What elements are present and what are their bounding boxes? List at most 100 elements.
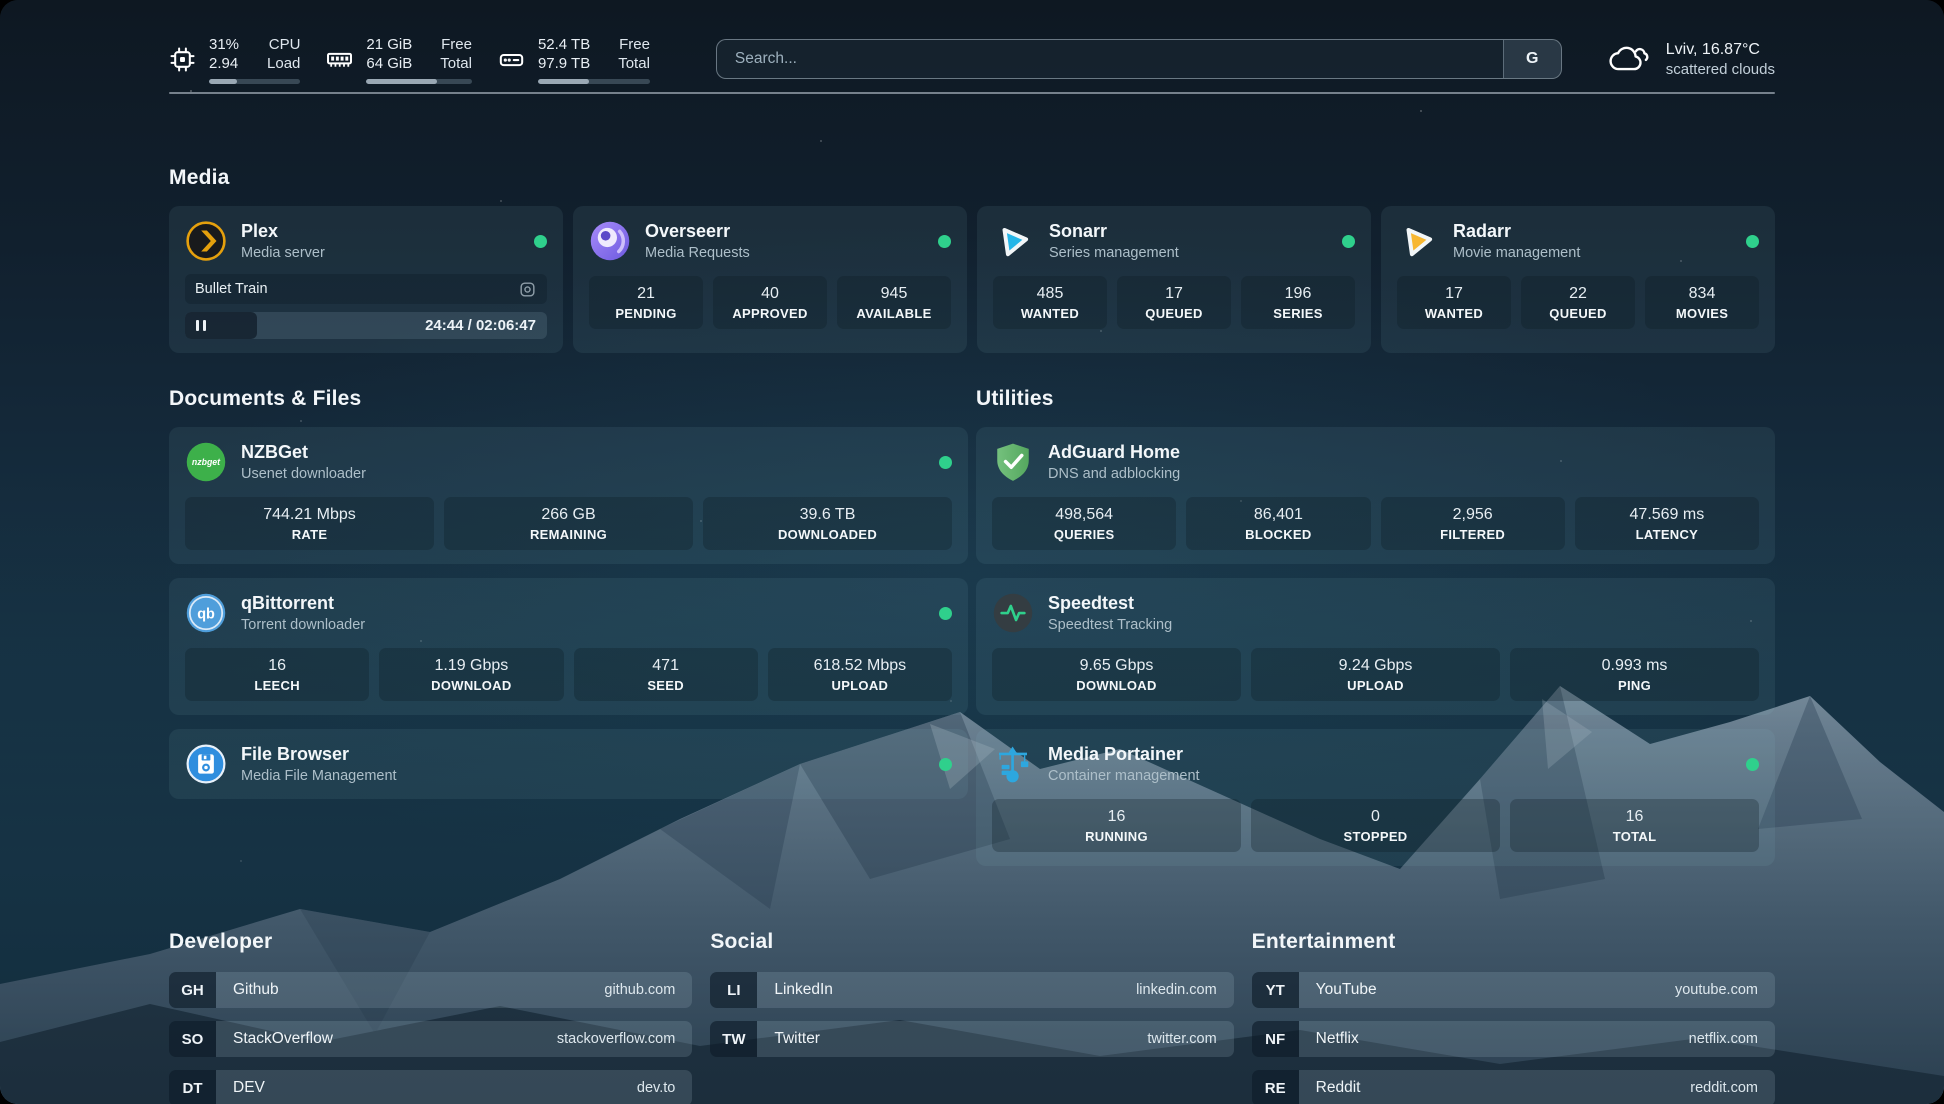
stat-series: 196 SERIES bbox=[1241, 276, 1355, 329]
bookmark-youtube[interactable]: YT YouTube youtube.com bbox=[1251, 972, 1775, 1008]
disk-total-value: 97.9 TB bbox=[537, 54, 591, 72]
memory-icon bbox=[326, 46, 353, 73]
disk-usage-bar bbox=[537, 78, 650, 84]
cloud-icon bbox=[1608, 44, 1652, 74]
stat-upload: 9.24 Gbps UPLOAD bbox=[1251, 648, 1500, 701]
stat-approved: 40 APPROVED bbox=[713, 276, 827, 329]
status-dot bbox=[939, 757, 952, 771]
sonarr-title: Sonarr bbox=[1049, 220, 1108, 241]
radarr-card[interactable]: Radarr Movie management 17 WANTED 22 QUEUE… bbox=[1381, 206, 1775, 353]
bookmark-reddit[interactable]: RE Reddit reddit.com bbox=[1251, 1070, 1775, 1104]
bookmark-twitter[interactable]: TW Twitter twitter.com bbox=[710, 1021, 1234, 1057]
bookmark-stackoverflow[interactable]: SO StackOverflow stackoverflow.com bbox=[169, 1021, 693, 1057]
cpu-load-label: Load bbox=[267, 54, 301, 72]
plex-subtitle: Media server bbox=[241, 244, 325, 261]
stat-download: 9.65 Gbps DOWNLOAD bbox=[992, 648, 1241, 701]
status-dot bbox=[1342, 234, 1355, 248]
bookmark-linkedin[interactable]: LI LinkedIn linkedin.com bbox=[710, 972, 1234, 1008]
stat-upload: 618.52 Mbps UPLOAD bbox=[767, 648, 952, 701]
section-title-social: Social bbox=[710, 930, 774, 953]
plex-card[interactable]: Plex Media server Bullet Train bbox=[169, 206, 563, 353]
stat-leech: 16 LEECH bbox=[185, 648, 370, 701]
speedtest-icon bbox=[992, 592, 1034, 634]
portainer-card[interactable]: Media Portainer Container management 16 R… bbox=[976, 729, 1775, 866]
top-divider bbox=[169, 92, 1775, 94]
stat-movies: 834 MOVIES bbox=[1645, 276, 1759, 329]
portainer-title: Media Portainer bbox=[1048, 743, 1184, 764]
overseerr-card[interactable]: Overseerr Media Requests 21 PENDING 40 APP… bbox=[573, 206, 967, 353]
disk-icon bbox=[498, 46, 525, 73]
memory-widget: 21 GiB Free 64 GiB Total bbox=[326, 35, 472, 84]
cpu-load-value: 2.94 bbox=[209, 54, 239, 72]
bookmark-github[interactable]: GH Github github.com bbox=[169, 972, 693, 1008]
qbittorrent-subtitle: Torrent downloader bbox=[241, 616, 366, 633]
section-title-utilities: Utilities bbox=[976, 387, 1054, 410]
sonarr-icon bbox=[993, 220, 1035, 262]
now-playing-title: Bullet Train bbox=[195, 281, 268, 297]
filebrowser-title: File Browser bbox=[241, 743, 350, 764]
svg-text:nzbget: nzbget bbox=[192, 457, 221, 467]
radarr-title: Radarr bbox=[1453, 220, 1512, 241]
entertainment-column: Entertainment YT YouTube youtube.com NF N… bbox=[1251, 880, 1775, 1104]
stat-wanted: 485 WANTED bbox=[993, 276, 1107, 329]
overseerr-icon bbox=[589, 220, 631, 262]
speedtest-subtitle: Speedtest Tracking bbox=[1048, 616, 1173, 633]
pause-icon bbox=[196, 320, 206, 331]
now-playing-row: Bullet Train bbox=[185, 274, 547, 304]
disk-free-label: Free bbox=[619, 35, 650, 53]
search-input[interactable] bbox=[716, 40, 1503, 78]
stat-rate: 744.21 Mbps RATE bbox=[185, 497, 434, 550]
search-provider-button[interactable]: G bbox=[1502, 40, 1561, 78]
utilities-column: Utilities AdGuard bbox=[976, 353, 1775, 880]
stat-filtered: 2,956 FILTERED bbox=[1380, 497, 1565, 550]
adguard-icon bbox=[992, 441, 1034, 483]
stat-download: 1.19 Gbps DOWNLOAD bbox=[379, 648, 564, 701]
radarr-subtitle: Movie management bbox=[1453, 244, 1581, 261]
qbittorrent-icon: qb bbox=[185, 592, 227, 634]
stat-stopped: 0 STOPPED bbox=[1251, 799, 1500, 852]
memory-total-label: Total bbox=[440, 54, 472, 72]
nzbget-card[interactable]: nzbget NZBGet Usenet downloader 744.21 M… bbox=[169, 427, 968, 564]
memory-free-label: Free bbox=[441, 35, 472, 53]
qbittorrent-card[interactable]: qb qBittorrent Torrent downloader 16 LEEC… bbox=[169, 578, 968, 715]
status-dot bbox=[939, 606, 952, 620]
search-bar: G bbox=[715, 39, 1562, 79]
disk-free-value: 52.4 TB bbox=[537, 35, 591, 53]
playback-progress: 24:44 / 02:06:47 bbox=[185, 312, 547, 339]
adguard-subtitle: DNS and adblocking bbox=[1048, 465, 1181, 482]
stat-running: 16 RUNNING bbox=[992, 799, 1241, 852]
social-column: Social LI LinkedIn linkedin.com TW Twitte… bbox=[710, 880, 1234, 1104]
media-card-grid: Plex Media server Bullet Train bbox=[169, 206, 1775, 353]
speedtest-card[interactable]: Speedtest Speedtest Tracking 9.65 Gbps DO… bbox=[976, 578, 1775, 715]
radarr-icon bbox=[1397, 220, 1439, 262]
portainer-subtitle: Container management bbox=[1048, 767, 1200, 784]
overseerr-subtitle: Media Requests bbox=[645, 244, 750, 261]
cpu-percent: 31% bbox=[209, 35, 240, 53]
cpu-usage-bar bbox=[209, 78, 301, 84]
stat-available: 945 AVAILABLE bbox=[837, 276, 951, 329]
cpu-widget: 31% CPU 2.94 Load bbox=[169, 35, 301, 84]
status-dot bbox=[534, 234, 547, 248]
cpu-label: CPU bbox=[268, 35, 301, 53]
adguard-title: AdGuard Home bbox=[1048, 441, 1181, 462]
weather-widget[interactable]: Lviv, 16.87°C scattered clouds bbox=[1608, 40, 1775, 79]
overseerr-title: Overseerr bbox=[645, 220, 731, 241]
filebrowser-card[interactable]: File Browser Media File Management bbox=[169, 729, 968, 799]
filebrowser-icon bbox=[185, 743, 227, 785]
stat-blocked: 86,401 BLOCKED bbox=[1186, 497, 1371, 550]
memory-total-value: 64 GiB bbox=[366, 54, 413, 72]
plex-title: Plex bbox=[241, 220, 279, 241]
stat-ping: 0.993 ms PING bbox=[1510, 648, 1759, 701]
bookmark-dev[interactable]: DT DEV dev.to bbox=[169, 1070, 693, 1104]
bookmark-netflix[interactable]: NF Netflix netflix.com bbox=[1251, 1021, 1775, 1057]
stat-remaining: 266 GB REMAINING bbox=[444, 497, 693, 550]
documents-column: Documents & Files nzbget NZBGet Usenet d bbox=[169, 353, 968, 813]
section-title-entertainment: Entertainment bbox=[1251, 930, 1396, 953]
adguard-card[interactable]: AdGuard Home DNS and adblocking 498,564 Q… bbox=[976, 427, 1775, 564]
sonarr-card[interactable]: Sonarr Series management 485 WANTED 17 QUE… bbox=[977, 206, 1371, 353]
stat-downloaded: 39.6 TB DOWNLOADED bbox=[703, 497, 952, 550]
section-title-documents: Documents & Files bbox=[169, 387, 362, 410]
disk-total-label: Total bbox=[618, 54, 650, 72]
section-title-developer: Developer bbox=[169, 930, 273, 953]
